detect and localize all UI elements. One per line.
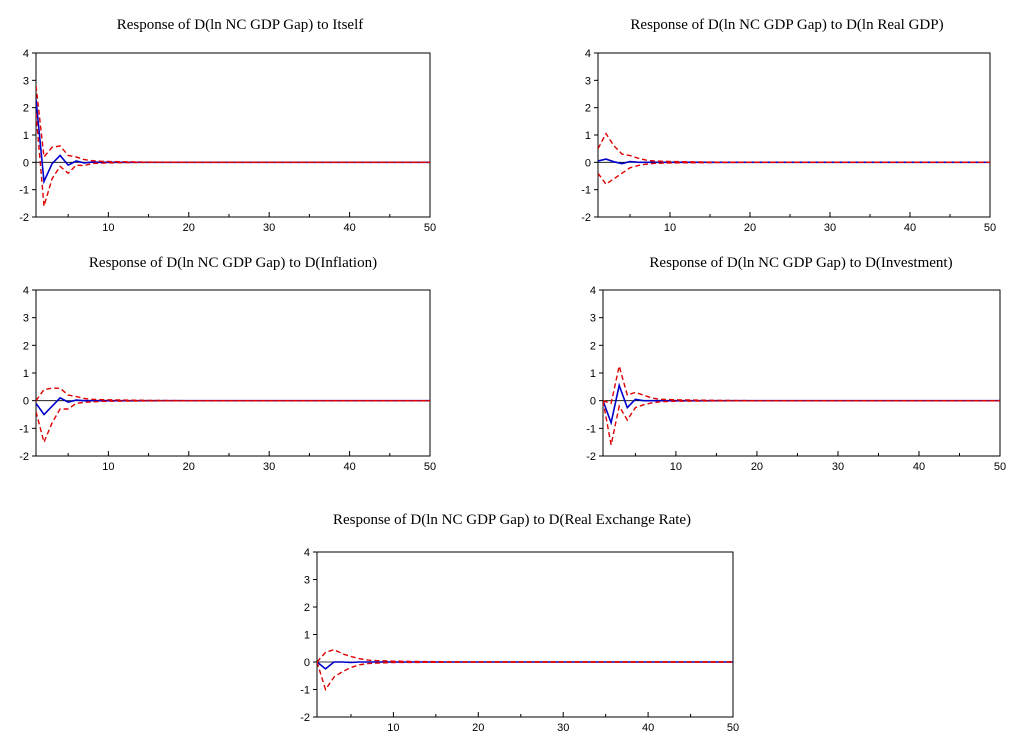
lower-band-line (598, 161, 990, 186)
chart-title: Response of D(ln NC GDP Gap) to D(Real E… (333, 512, 691, 528)
y-tick-label: 0 (304, 657, 310, 669)
x-tick-label: 30 (263, 222, 275, 234)
response-line (603, 382, 1000, 426)
chart-title: Response of D(ln NC GDP Gap) to D(Inflat… (89, 255, 377, 271)
y-tick-label: 4 (23, 48, 29, 60)
plot-frame (316, 551, 734, 718)
y-tick-label: 2 (23, 103, 29, 115)
x-tick-label: 30 (824, 222, 836, 234)
x-tick-label: 50 (424, 461, 436, 473)
y-tick-label: -2 (19, 451, 29, 463)
x-tick-label: 40 (642, 722, 654, 734)
upper-band-line (36, 387, 430, 402)
x-tick-label: 20 (751, 461, 763, 473)
x-tick-label: 20 (744, 222, 756, 234)
y-tick-label: 1 (23, 130, 29, 142)
x-tick-label: 30 (832, 461, 844, 473)
response-line (598, 158, 990, 165)
x-tick-label: 30 (557, 722, 569, 734)
lower-band-line (317, 661, 733, 692)
chart-title: Response of D(ln NC GDP Gap) to D(Invest… (649, 255, 952, 271)
x-tick-label: 10 (387, 722, 399, 734)
x-tick-label: 50 (994, 461, 1006, 473)
x-tick-label: 10 (102, 461, 114, 473)
y-tick-label: -1 (19, 185, 29, 197)
x-tick-label: 40 (343, 222, 355, 234)
upper-band-line (603, 365, 1000, 405)
y-tick-label: 0 (23, 396, 29, 408)
y-tick-label: -1 (19, 423, 29, 435)
upper-band-line (36, 85, 430, 164)
lower-band-line (603, 400, 1000, 446)
y-tick-label: 0 (590, 396, 596, 408)
y-tick-label: 2 (304, 602, 310, 614)
y-tick-label: 1 (304, 630, 310, 642)
x-tick-label: 40 (913, 461, 925, 473)
y-tick-label: 3 (23, 75, 29, 87)
lower-band-line (36, 400, 430, 445)
y-tick-label: 2 (23, 340, 29, 352)
plot-frame (35, 289, 431, 457)
y-tick-label: 1 (585, 130, 591, 142)
y-tick-label: 1 (590, 368, 596, 380)
x-tick-label: 40 (904, 222, 916, 234)
chart-title: Response of D(ln NC GDP Gap) to Itself (117, 17, 364, 33)
chart-panel-3: Response of D(ln NC GDP Gap) to D(Inflat… (19, 255, 436, 473)
y-tick-label: 1 (23, 368, 29, 380)
upper-band-line (317, 648, 733, 663)
y-tick-label: -1 (581, 185, 591, 197)
y-tick-label: 4 (590, 285, 596, 297)
y-tick-label: 3 (585, 75, 591, 87)
y-tick-label: -2 (586, 451, 596, 463)
plot-frame (597, 52, 991, 218)
x-tick-label: 20 (183, 222, 195, 234)
chart-panel-2: Response of D(ln NC GDP Gap) to D(ln Rea… (581, 17, 996, 234)
response-line (36, 99, 430, 185)
response-line (317, 661, 733, 670)
y-tick-label: -2 (300, 712, 310, 724)
y-tick-label: 2 (590, 340, 596, 352)
y-tick-label: 3 (23, 313, 29, 325)
x-tick-label: 30 (263, 461, 275, 473)
y-tick-label: 4 (585, 48, 591, 60)
x-tick-label: 10 (664, 222, 676, 234)
y-tick-label: 4 (304, 547, 310, 559)
y-tick-label: 2 (585, 103, 591, 115)
x-tick-label: 50 (727, 722, 739, 734)
x-tick-label: 20 (472, 722, 484, 734)
x-tick-label: 10 (670, 461, 682, 473)
x-tick-label: 20 (183, 461, 195, 473)
chart-panel-4: Response of D(ln NC GDP Gap) to D(Invest… (586, 255, 1006, 473)
y-tick-label: 3 (304, 575, 310, 587)
x-tick-label: 10 (102, 222, 114, 234)
y-tick-label: 4 (23, 285, 29, 297)
y-tick-label: 0 (585, 157, 591, 169)
y-tick-label: 3 (590, 313, 596, 325)
y-tick-label: -1 (586, 423, 596, 435)
plot-frame (602, 289, 1001, 457)
lower-band-line (36, 113, 430, 207)
upper-band-line (598, 132, 990, 164)
y-tick-label: 0 (23, 157, 29, 169)
y-tick-label: -2 (19, 212, 29, 224)
y-tick-label: -1 (300, 685, 310, 697)
y-tick-label: -2 (581, 212, 591, 224)
chart-panel-5: Response of D(ln NC GDP Gap) to D(Real E… (300, 512, 739, 734)
plot-frame (35, 52, 431, 218)
x-tick-label: 50 (424, 222, 436, 234)
chart-title: Response of D(ln NC GDP Gap) to D(ln Rea… (630, 17, 943, 33)
chart-panel-1: Response of D(ln NC GDP Gap) to Itself -2… (19, 17, 436, 234)
x-tick-label: 50 (984, 222, 996, 234)
x-tick-label: 40 (343, 461, 355, 473)
